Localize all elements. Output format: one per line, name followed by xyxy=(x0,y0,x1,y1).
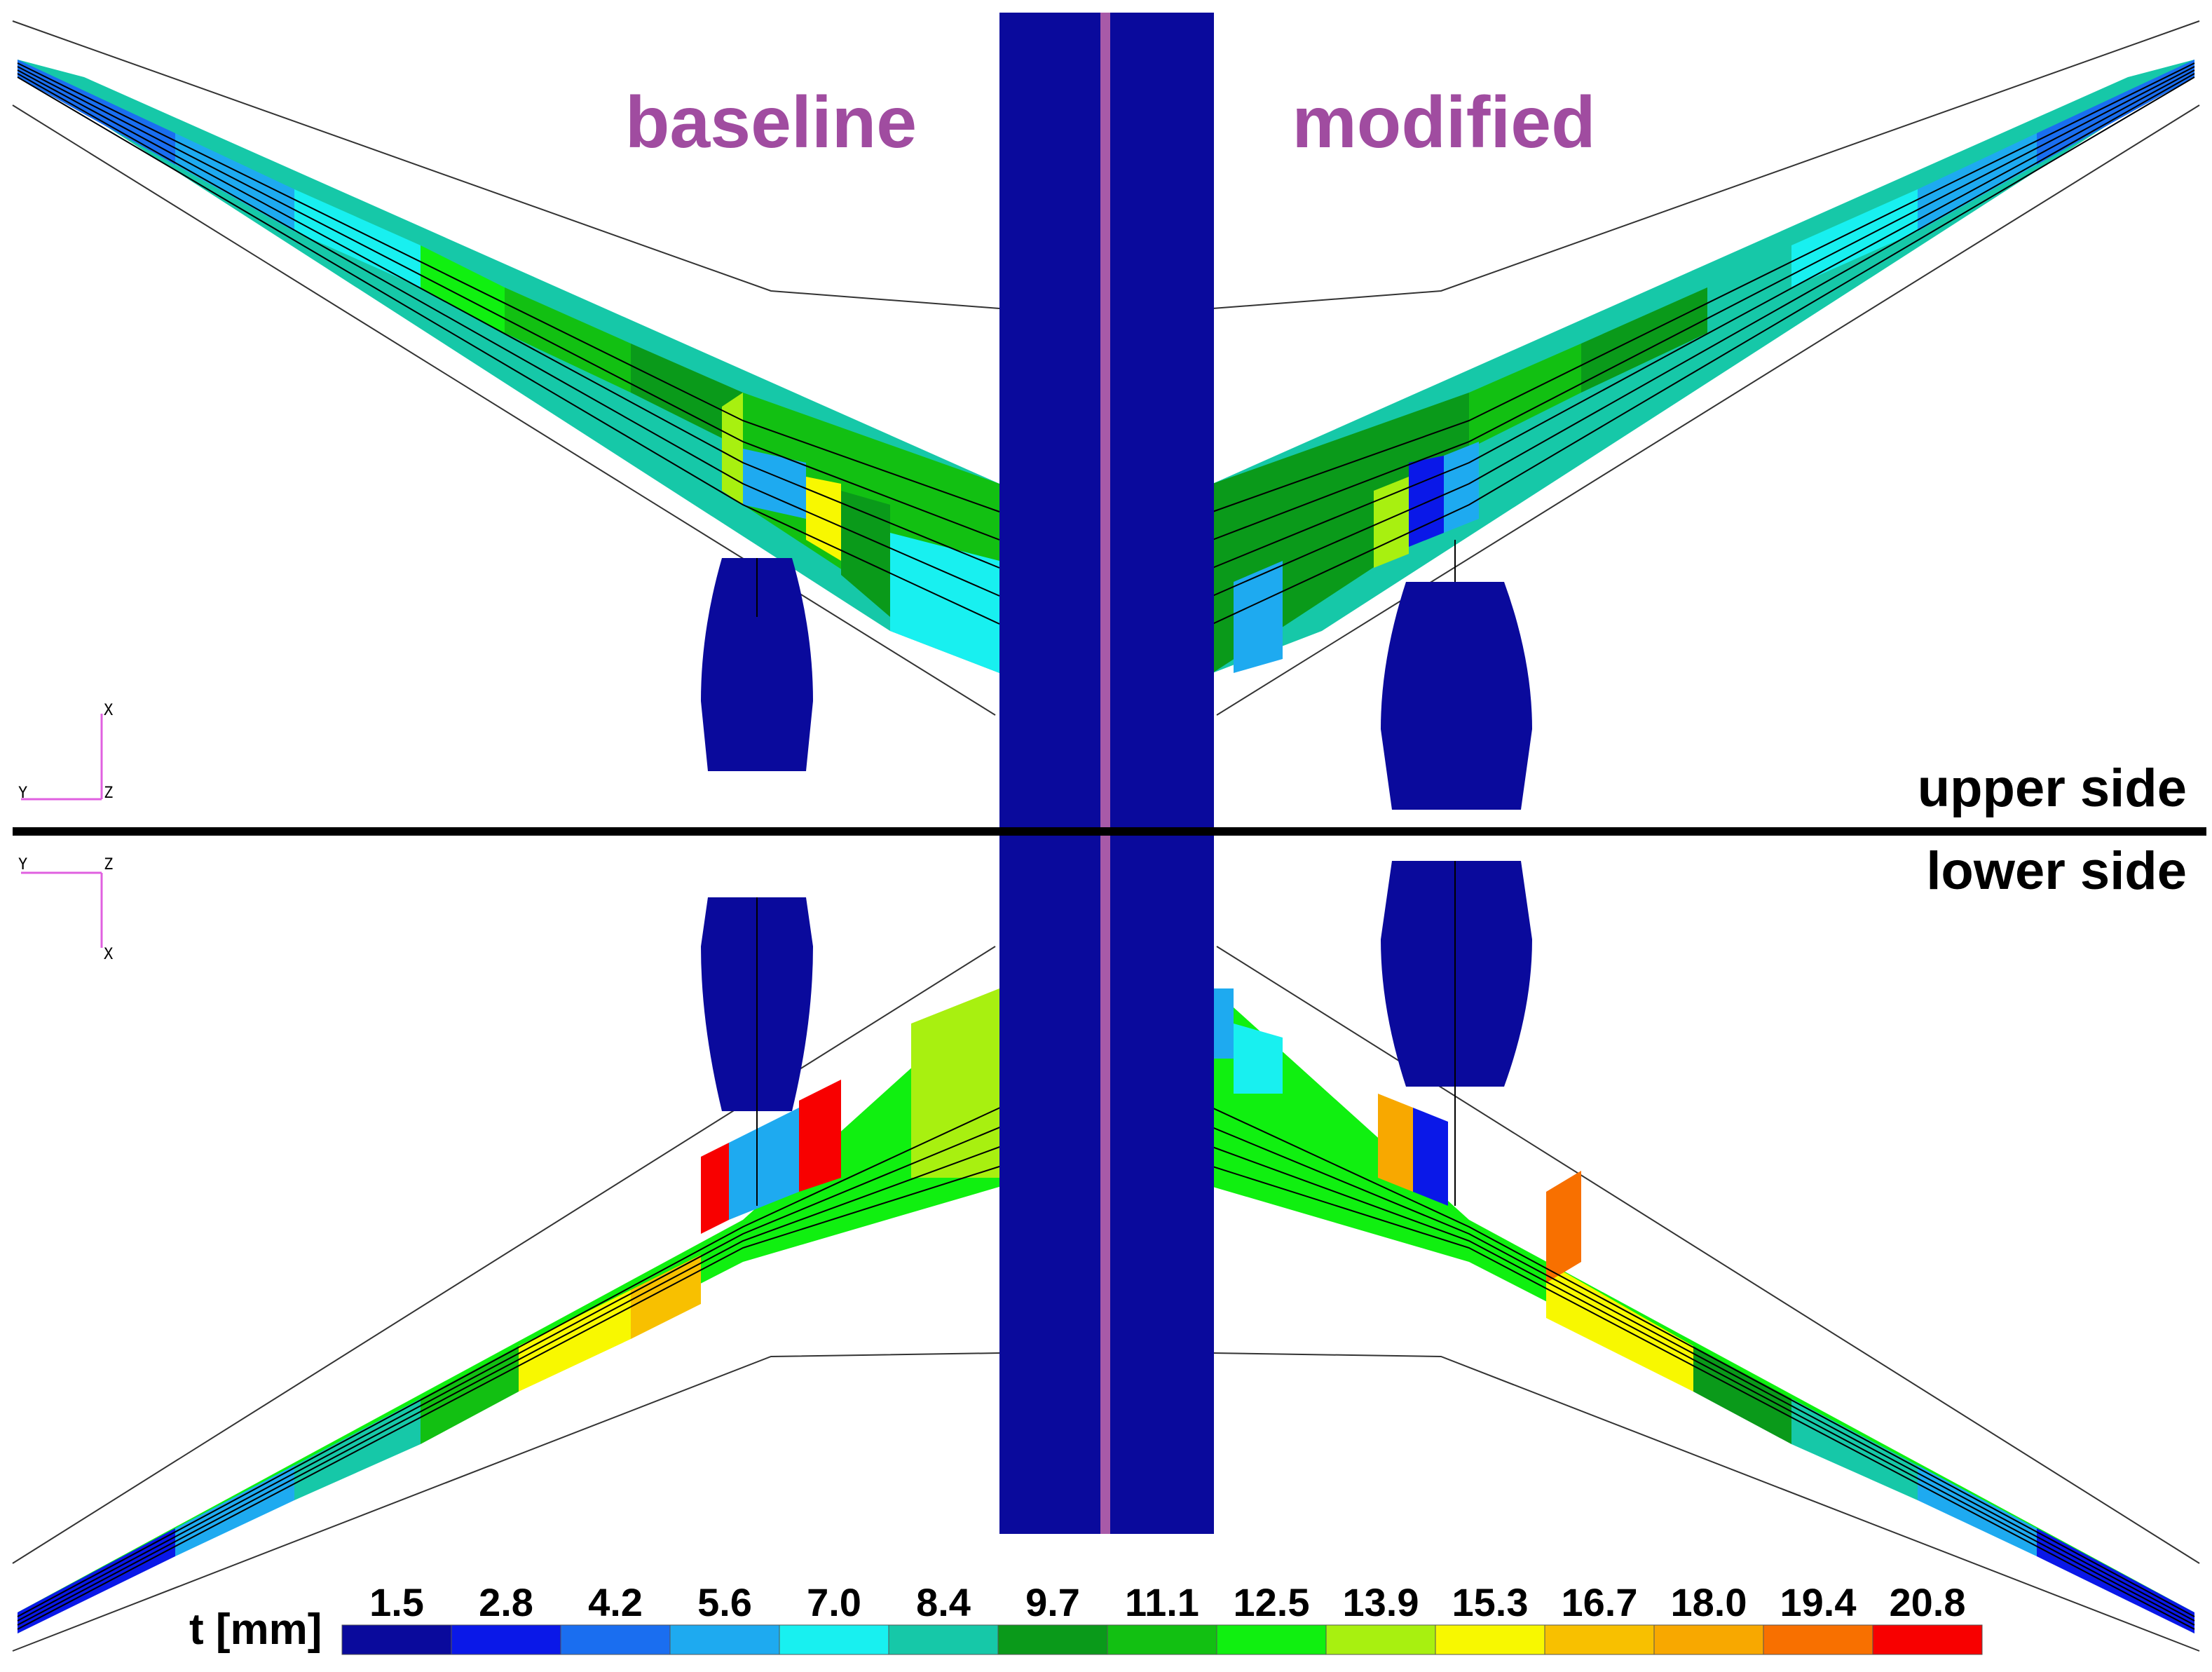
legend-swatch xyxy=(1544,1624,1655,1655)
nacelles xyxy=(701,540,1532,1206)
lower-side-label: lower side xyxy=(1926,841,2187,901)
legend-tick-label: 4.2 xyxy=(588,1580,643,1624)
legend-swatches xyxy=(341,1624,1983,1655)
nacelle-lower-modified xyxy=(1381,861,1532,1087)
upper-side-label: upper side xyxy=(1918,759,2187,818)
triad-lower-y: Y xyxy=(18,856,27,874)
triad-upper-x: X xyxy=(104,702,114,719)
planform-outlines xyxy=(12,20,2200,1652)
legend-tick-label: 16.7 xyxy=(1562,1580,1638,1624)
legend-tick-label: 2.8 xyxy=(479,1580,533,1624)
nacelle-upper-baseline xyxy=(701,558,813,771)
legend-tick-label: 7.0 xyxy=(807,1580,861,1624)
triad-lower-x: X xyxy=(104,946,114,963)
side-divider xyxy=(13,827,2206,836)
legend-swatch xyxy=(1107,1624,1217,1655)
legend-swatch xyxy=(997,1624,1108,1655)
legend-swatch xyxy=(1325,1624,1436,1655)
legend-tick-label: 18.0 xyxy=(1671,1580,1747,1624)
legend-tick-label: 13.9 xyxy=(1343,1580,1419,1624)
legend-swatch xyxy=(451,1624,561,1655)
wing-lower-baseline xyxy=(17,988,1031,1633)
triad-upper-y: Y xyxy=(18,784,27,802)
legend-tick-label: 5.6 xyxy=(697,1580,752,1624)
nacelle-upper-modified xyxy=(1381,582,1532,810)
legend-swatch xyxy=(1216,1624,1327,1655)
legend-tick-label: 12.5 xyxy=(1234,1580,1310,1624)
legend-tick-label: 11.1 xyxy=(1125,1580,1199,1624)
legend-swatch xyxy=(888,1624,999,1655)
axis-triad-lower xyxy=(21,871,103,948)
axis-triad-upper xyxy=(21,714,103,801)
wing-lower-modified xyxy=(1181,988,2195,1633)
fuselage-centerline xyxy=(1100,13,1110,1534)
triad-upper-z: Z xyxy=(104,784,113,802)
legend-tick-label: 15.3 xyxy=(1452,1580,1529,1624)
legend-swatch xyxy=(1872,1624,1983,1655)
legend-title: t [mm] xyxy=(189,1605,322,1654)
legend-swatch xyxy=(1435,1624,1545,1655)
legend-swatch xyxy=(779,1624,889,1655)
triad-lower-z: Z xyxy=(104,856,113,874)
baseline-label: baseline xyxy=(625,82,917,163)
legend-swatch xyxy=(560,1624,671,1655)
modified-label: modified xyxy=(1292,82,1595,163)
legend-tick-label: 1.5 xyxy=(369,1580,424,1624)
legend-ticks: 1.5 2.8 4.2 5.6 7.0 8.4 9.7 11.1 12.5 13.9 15.3 16.… xyxy=(369,1580,1965,1624)
legend-tick-label: 20.8 xyxy=(1890,1580,1966,1624)
thickness-legend: t [mm] 1.5 2.8 4.2 5.6 7.0 8.4 9.7 11.1 12.5 13.9… xyxy=(189,1580,1983,1655)
legend-tick-label: 9.7 xyxy=(1025,1580,1080,1624)
legend-swatch xyxy=(341,1624,452,1655)
wing-upper-baseline xyxy=(17,60,1000,673)
legend-tick-label: 19.4 xyxy=(1780,1580,1857,1624)
wing-upper-modified xyxy=(1212,60,2195,673)
legend-tick-label: 8.4 xyxy=(916,1580,971,1624)
legend-swatch xyxy=(1763,1624,1873,1655)
legend-swatch xyxy=(669,1624,780,1655)
legend-swatch xyxy=(1653,1624,1764,1655)
